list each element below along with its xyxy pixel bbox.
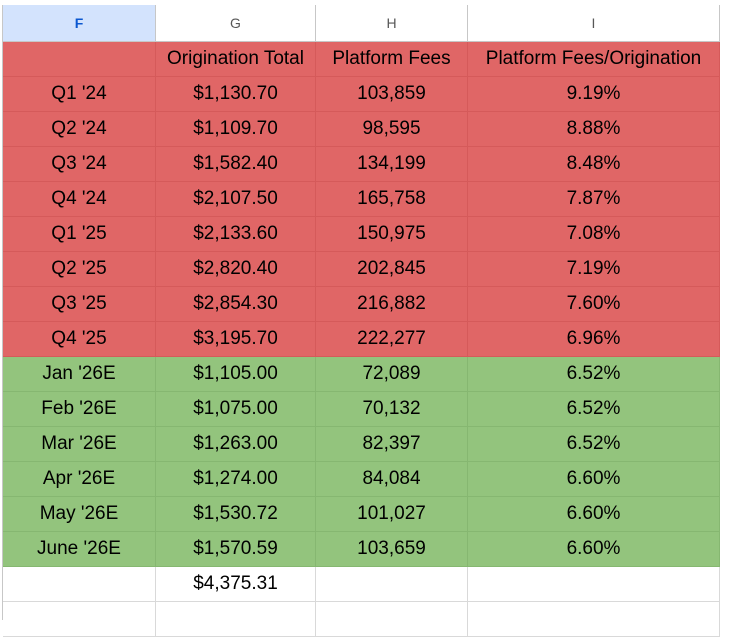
origination-total-cell[interactable]: $2,854.30: [156, 287, 316, 322]
platform-fees-cell[interactable]: 216,882: [316, 287, 468, 322]
period-cell[interactable]: Q1 '24: [3, 77, 156, 112]
fee-ratio-cell[interactable]: 6.60%: [468, 497, 720, 532]
platform-fees-cell[interactable]: 150,975: [316, 217, 468, 252]
fee-ratio-cell[interactable]: 8.88%: [468, 112, 720, 147]
origination-total-cell[interactable]: $1,263.00: [156, 427, 316, 462]
origination-total-cell[interactable]: $2,133.60: [156, 217, 316, 252]
origination-total-cell[interactable]: $1,274.00: [156, 462, 316, 497]
header-cell[interactable]: Platform Fees/Origination: [468, 42, 720, 77]
column-header-i[interactable]: I: [468, 5, 720, 42]
spreadsheet-grid: F G H I Origination Total Platform Fees Platfo…: [0, 5, 720, 637]
period-cell[interactable]: Q3 '24: [3, 147, 156, 182]
period-cell[interactable]: Q2 '25: [3, 252, 156, 287]
origination-total-cell[interactable]: $1,130.70: [156, 77, 316, 112]
fee-ratio-cell[interactable]: 6.96%: [468, 322, 720, 357]
fee-ratio-cell[interactable]: 7.08%: [468, 217, 720, 252]
origination-sum-cell[interactable]: $4,375.31: [156, 567, 316, 602]
fee-ratio-cell[interactable]: 6.52%: [468, 392, 720, 427]
period-cell[interactable]: Q1 '25: [3, 217, 156, 252]
platform-fees-cell[interactable]: 103,859: [316, 77, 468, 112]
fee-ratio-cell[interactable]: 6.52%: [468, 427, 720, 462]
platform-fees-cell[interactable]: 84,084: [316, 462, 468, 497]
period-cell[interactable]: Jan '26E: [3, 357, 156, 392]
origination-total-cell[interactable]: $3,195.70: [156, 322, 316, 357]
fee-ratio-cell[interactable]: 7.60%: [468, 287, 720, 322]
period-cell[interactable]: Q3 '25: [3, 287, 156, 322]
header-cell[interactable]: Platform Fees: [316, 42, 468, 77]
origination-total-cell[interactable]: $2,107.50: [156, 182, 316, 217]
empty-cell[interactable]: [316, 567, 468, 602]
fee-ratio-cell[interactable]: 6.60%: [468, 462, 720, 497]
fee-ratio-cell[interactable]: 7.87%: [468, 182, 720, 217]
period-cell[interactable]: Q4 '25: [3, 322, 156, 357]
header-cell[interactable]: Origination Total: [156, 42, 316, 77]
fee-ratio-cell[interactable]: 6.52%: [468, 357, 720, 392]
empty-cell[interactable]: [468, 567, 720, 602]
empty-cell[interactable]: [3, 567, 156, 602]
column-header-f[interactable]: F: [3, 5, 156, 42]
platform-fees-cell[interactable]: 165,758: [316, 182, 468, 217]
platform-fees-cell[interactable]: 202,845: [316, 252, 468, 287]
period-cell[interactable]: June '26E: [3, 532, 156, 567]
platform-fees-cell[interactable]: 70,132: [316, 392, 468, 427]
fee-ratio-cell[interactable]: 7.19%: [468, 252, 720, 287]
platform-fees-cell[interactable]: 101,027: [316, 497, 468, 532]
left-edge: [0, 5, 3, 620]
origination-total-cell[interactable]: $1,109.70: [156, 112, 316, 147]
period-cell[interactable]: Q4 '24: [3, 182, 156, 217]
period-cell[interactable]: Feb '26E: [3, 392, 156, 427]
fee-ratio-cell[interactable]: 8.48%: [468, 147, 720, 182]
platform-fees-cell[interactable]: 222,277: [316, 322, 468, 357]
period-cell[interactable]: Q2 '24: [3, 112, 156, 147]
fee-ratio-cell[interactable]: 9.19%: [468, 77, 720, 112]
period-cell[interactable]: Apr '26E: [3, 462, 156, 497]
column-header-g[interactable]: G: [156, 5, 316, 42]
period-cell[interactable]: May '26E: [3, 497, 156, 532]
platform-fees-cell[interactable]: 82,397: [316, 427, 468, 462]
period-cell[interactable]: Mar '26E: [3, 427, 156, 462]
origination-total-cell[interactable]: $1,075.00: [156, 392, 316, 427]
origination-total-cell[interactable]: $1,570.59: [156, 532, 316, 567]
platform-fees-cell[interactable]: 103,659: [316, 532, 468, 567]
platform-fees-cell[interactable]: 72,089: [316, 357, 468, 392]
column-header-h[interactable]: H: [316, 5, 468, 42]
origination-total-cell[interactable]: $1,105.00: [156, 357, 316, 392]
origination-total-cell[interactable]: $1,530.72: [156, 497, 316, 532]
platform-fees-cell[interactable]: 134,199: [316, 147, 468, 182]
header-cell[interactable]: [3, 42, 156, 77]
platform-fees-cell[interactable]: 98,595: [316, 112, 468, 147]
origination-total-cell[interactable]: $2,820.40: [156, 252, 316, 287]
fee-ratio-cell[interactable]: 6.60%: [468, 532, 720, 567]
origination-total-cell[interactable]: $1,582.40: [156, 147, 316, 182]
